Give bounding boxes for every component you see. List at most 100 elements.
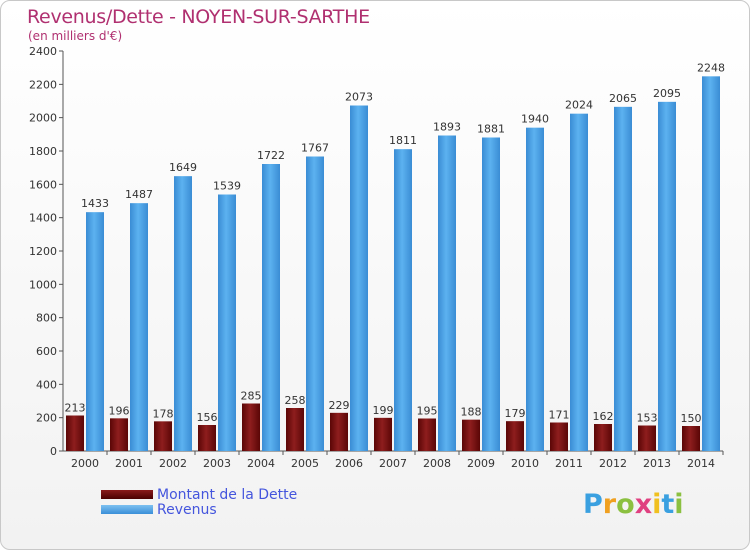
y-tick-label: 1200 xyxy=(29,245,57,258)
y-tick-label: 1400 xyxy=(29,212,57,225)
y-tick-label: 0 xyxy=(50,445,57,458)
data-label-debt: 285 xyxy=(241,390,262,403)
bar-revenue xyxy=(614,106,632,451)
chart-legend: Montant de la Dette Revenus xyxy=(101,486,298,518)
bar-debt xyxy=(682,426,700,451)
bar-revenue xyxy=(702,76,720,451)
legend-swatch-revenue xyxy=(101,505,153,514)
x-tick-label: 2010 xyxy=(511,457,539,470)
x-tick-label: 2014 xyxy=(687,457,715,470)
bar-debt xyxy=(330,412,348,451)
bar-revenue xyxy=(394,149,412,451)
legend-label-revenue: Revenus xyxy=(157,501,217,518)
x-tick-label: 2004 xyxy=(247,457,275,470)
bar-debt xyxy=(550,422,568,451)
y-tick-label: 1000 xyxy=(29,278,57,291)
data-label-debt: 153 xyxy=(637,412,658,425)
bar-debt xyxy=(462,419,480,451)
x-tick-label: 2009 xyxy=(467,457,495,470)
data-label-revenue: 2095 xyxy=(653,87,681,100)
data-label-debt: 213 xyxy=(65,402,86,415)
data-label-revenue: 1722 xyxy=(257,149,285,162)
bar-revenue xyxy=(306,156,324,451)
y-tick-label: 2400 xyxy=(29,45,57,58)
bar-debt xyxy=(198,425,216,451)
y-tick-label: 1600 xyxy=(29,178,57,191)
chart-subtitle: (en milliers d'€) xyxy=(28,29,123,43)
data-label-debt: 195 xyxy=(417,405,438,418)
x-tick-label: 2013 xyxy=(643,457,671,470)
bar-revenue xyxy=(86,212,104,451)
x-tick-label: 2001 xyxy=(115,457,143,470)
legend-item-debt: Montant de la Dette xyxy=(101,486,298,503)
data-label-revenue: 1433 xyxy=(81,197,109,210)
data-label-debt: 258 xyxy=(285,394,306,407)
bar-debt xyxy=(242,403,260,451)
data-label-debt: 229 xyxy=(329,399,350,412)
bar-revenue xyxy=(570,113,588,452)
y-tick-label: 2000 xyxy=(29,112,57,125)
y-tick-label: 200 xyxy=(36,412,57,425)
x-tick-label: 2000 xyxy=(71,457,99,470)
bar-revenue xyxy=(130,203,148,451)
data-label-debt: 188 xyxy=(461,406,482,419)
bar-debt xyxy=(418,418,436,451)
data-label-debt: 171 xyxy=(549,409,570,422)
bar-debt xyxy=(66,415,84,451)
proxiti-logo: Proxiti xyxy=(583,489,684,520)
bar-revenue xyxy=(262,164,280,451)
data-label-revenue: 1539 xyxy=(213,180,241,193)
data-label-revenue: 1893 xyxy=(433,121,461,134)
x-tick-label: 2007 xyxy=(379,457,407,470)
bar-debt xyxy=(506,421,524,451)
bar-revenue xyxy=(350,105,368,451)
bar-revenue xyxy=(526,127,544,452)
bar-revenue xyxy=(174,176,192,451)
x-tick-label: 2003 xyxy=(203,457,231,470)
x-tick-label: 2008 xyxy=(423,457,451,470)
bar-revenue xyxy=(658,101,676,451)
data-label-revenue: 1881 xyxy=(477,123,505,136)
y-tick-label: 400 xyxy=(36,378,57,391)
x-tick-label: 2002 xyxy=(159,457,187,470)
legend-label-debt: Montant de la Dette xyxy=(157,486,298,503)
data-label-debt: 150 xyxy=(681,412,702,425)
data-label-revenue: 2248 xyxy=(697,61,725,74)
x-tick-label: 2012 xyxy=(599,457,627,470)
legend-item-revenue: Revenus xyxy=(101,501,297,518)
bar-debt xyxy=(110,418,128,451)
legend-swatch-debt xyxy=(101,490,153,499)
data-label-revenue: 1487 xyxy=(125,188,153,201)
data-label-revenue: 2024 xyxy=(565,99,593,112)
x-tick-label: 2011 xyxy=(555,457,583,470)
data-label-debt: 178 xyxy=(153,407,174,420)
bar-revenue xyxy=(438,135,456,451)
y-tick-label: 800 xyxy=(36,312,57,325)
data-label-debt: 196 xyxy=(109,404,130,417)
bar-revenue xyxy=(218,194,236,451)
data-label-revenue: 1811 xyxy=(389,134,417,147)
y-tick-label: 2200 xyxy=(29,78,57,91)
bar-revenue xyxy=(482,137,500,451)
data-label-debt: 199 xyxy=(373,404,394,417)
data-label-revenue: 1940 xyxy=(521,113,549,126)
y-tick-label: 1800 xyxy=(29,145,57,158)
bar-debt xyxy=(154,421,172,451)
y-tick-label: 600 xyxy=(36,345,57,358)
data-label-debt: 179 xyxy=(505,407,526,420)
x-tick-label: 2006 xyxy=(335,457,363,470)
data-label-revenue: 1767 xyxy=(301,142,329,155)
data-label-revenue: 1649 xyxy=(169,161,197,174)
data-label-revenue: 2065 xyxy=(609,92,637,105)
chart-title: Revenus/Dette - NOYEN-SUR-SARTHE xyxy=(27,6,370,28)
bar-debt xyxy=(638,425,656,451)
bar-debt xyxy=(594,424,612,451)
data-label-debt: 156 xyxy=(197,411,218,424)
data-label-revenue: 2073 xyxy=(345,91,373,104)
bar-debt xyxy=(286,408,304,451)
x-tick-label: 2005 xyxy=(291,457,319,470)
data-label-debt: 162 xyxy=(593,410,614,423)
bar-debt xyxy=(374,417,392,451)
